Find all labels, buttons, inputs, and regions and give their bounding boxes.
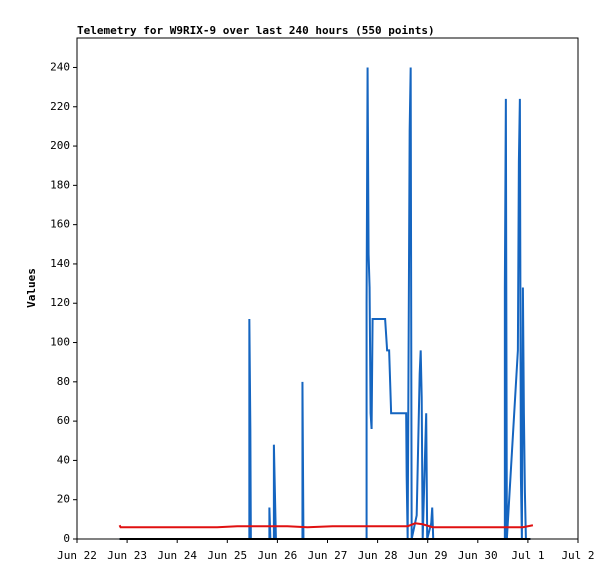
y-tick-label: 120 bbox=[50, 296, 70, 309]
x-tick-label: Jun 27 bbox=[308, 549, 348, 562]
y-tick-label: 0 bbox=[63, 532, 70, 545]
y-tick-label: 220 bbox=[50, 100, 70, 113]
y-tick-label: 160 bbox=[50, 218, 70, 231]
y-axis-label: Values bbox=[25, 268, 38, 308]
chart-title: Telemetry for W9RIX-9 over last 240 hour… bbox=[77, 24, 435, 37]
x-tick-label: Jun 23 bbox=[107, 549, 147, 562]
x-tick-label: Jun 29 bbox=[408, 549, 448, 562]
y-tick-label: 240 bbox=[50, 60, 70, 73]
x-tick-label: Jul 1 bbox=[511, 549, 544, 562]
y-tick-label: 20 bbox=[57, 493, 70, 506]
y-tick-label: 140 bbox=[50, 257, 70, 270]
x-tick-label: Jun 30 bbox=[458, 549, 498, 562]
x-tick-label: Jun 28 bbox=[358, 549, 398, 562]
series-line bbox=[118, 522, 534, 529]
y-tick-label: 60 bbox=[57, 414, 70, 427]
y-tick-label: 180 bbox=[50, 178, 70, 191]
y-tick-label: 80 bbox=[57, 375, 70, 388]
x-tick-label: Jun 26 bbox=[258, 549, 298, 562]
x-tick-label: Jun 25 bbox=[207, 549, 247, 562]
y-tick-label: 200 bbox=[50, 139, 70, 152]
x-tick-label: Jun 22 bbox=[57, 549, 97, 562]
y-tick-label: 40 bbox=[57, 453, 70, 466]
x-tick-label: Jul 2 bbox=[561, 549, 594, 562]
x-tick-label: Jun 24 bbox=[157, 549, 197, 562]
y-tick-label: 100 bbox=[50, 336, 70, 349]
